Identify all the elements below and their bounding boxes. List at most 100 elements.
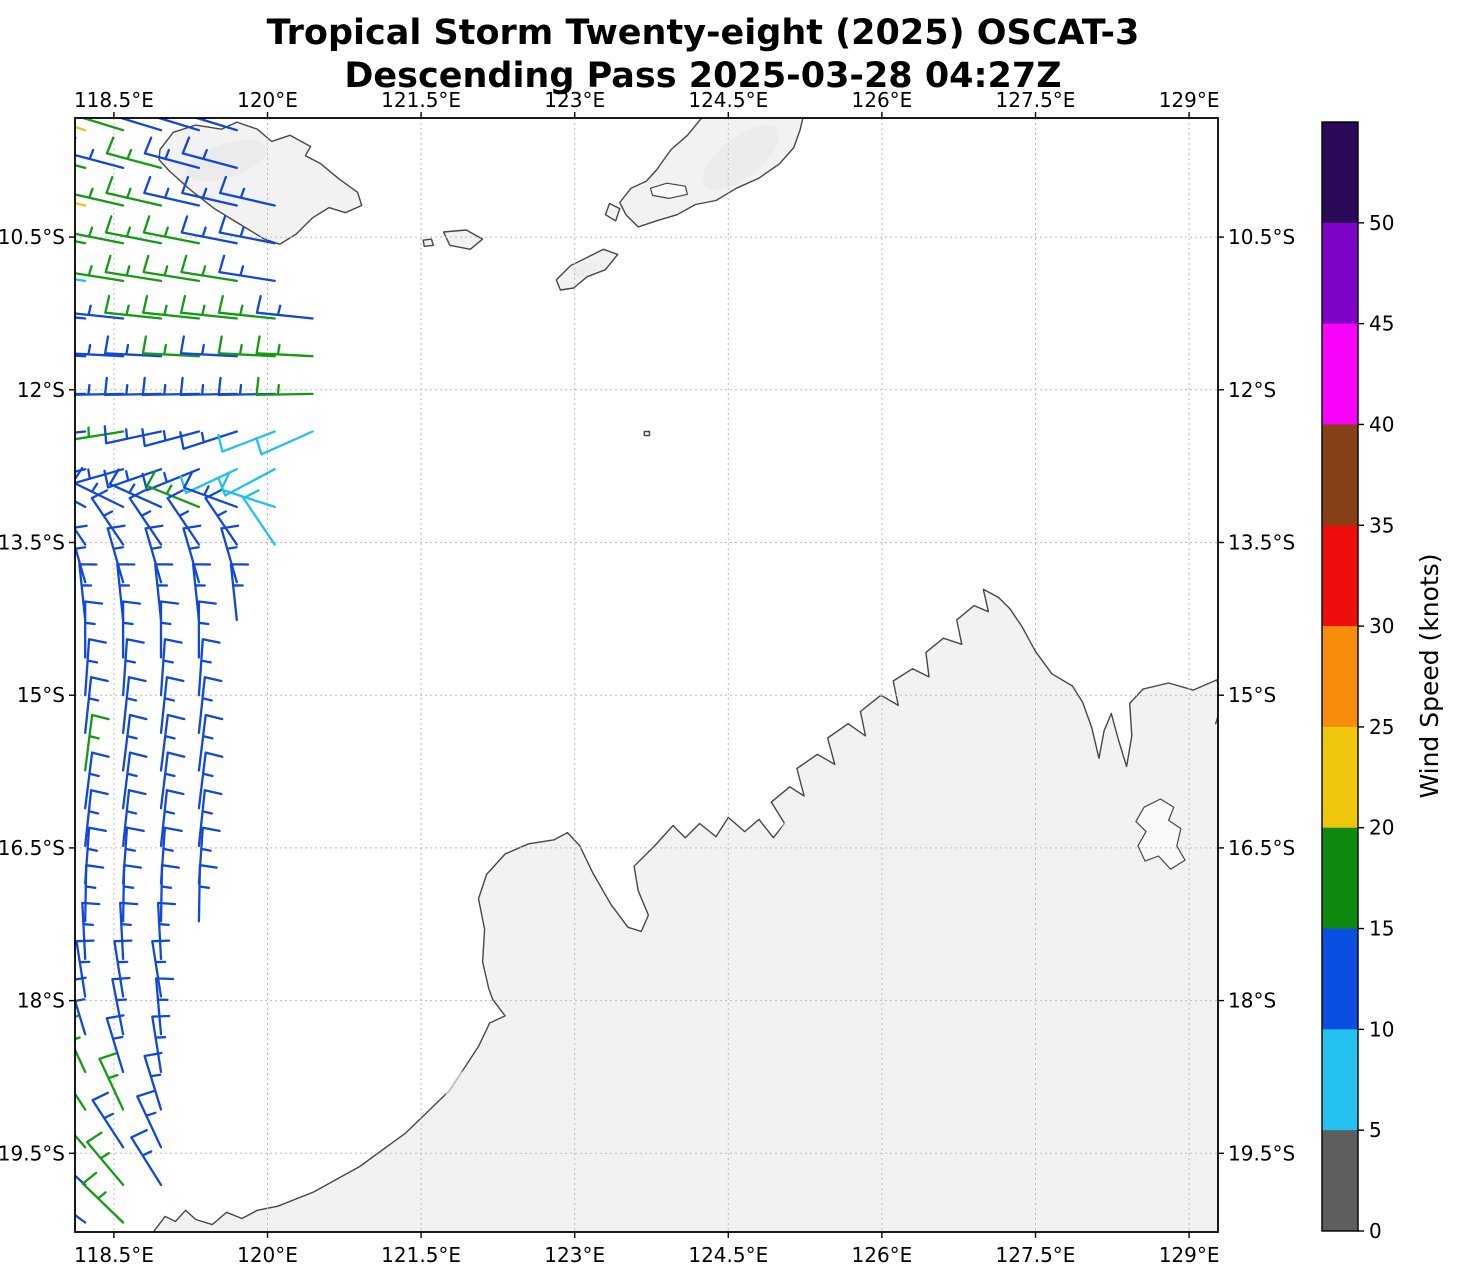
wind-barb <box>156 901 177 961</box>
kupang-bay-outline <box>649 182 688 199</box>
colorbar-tick-label: 25 <box>1369 715 1394 739</box>
wind-barb <box>218 175 276 207</box>
wind-barb <box>113 939 133 998</box>
wind-barb <box>105 1014 125 1074</box>
y-tick-label-right: 10.5°S <box>1228 225 1295 249</box>
wind-barb <box>84 751 110 810</box>
wind-barb <box>128 489 163 546</box>
wind-barb <box>84 789 109 848</box>
wind-barb <box>255 376 314 397</box>
wind-barb <box>84 864 105 923</box>
wind-barb <box>75 468 87 473</box>
wind-barb <box>75 1133 87 1149</box>
wind-barb <box>75 343 125 358</box>
wind-barb <box>81 901 101 961</box>
wind-barb <box>143 1051 163 1111</box>
y-tick-label-left: 12°S <box>17 378 65 402</box>
x-tick-label-top: 126°E <box>852 88 913 112</box>
wind-barb <box>166 489 201 546</box>
x-tick-label-top: 124.5°E <box>688 88 768 112</box>
wind-barb <box>121 826 145 885</box>
colorbar-band <box>1322 525 1358 627</box>
y-tick-label-right: 18°S <box>1228 989 1276 1013</box>
wind-barb <box>197 713 224 772</box>
x-tick-label-top: 121.5°E <box>381 88 461 112</box>
wind-barb <box>197 600 217 659</box>
terrain-shading <box>1038 981 1218 1142</box>
wind-barb <box>75 1075 87 1111</box>
wind-barb <box>103 376 163 397</box>
wind-barb <box>75 426 125 441</box>
wind-barb <box>180 254 238 283</box>
wind-barb <box>242 489 276 546</box>
colorbar-tick-label: 45 <box>1369 312 1394 336</box>
island-sumba <box>158 121 363 245</box>
x-tick-label-top: 120°E <box>237 88 298 112</box>
coastline-mainland-australia <box>152 588 1218 1232</box>
wind-barb <box>75 468 125 485</box>
wind-barb <box>85 1131 125 1187</box>
land-layer <box>152 118 1218 1232</box>
wind-barb <box>197 638 221 697</box>
y-tick-label-left: 15°S <box>17 683 65 707</box>
axis-ticks-and-labels: 118.5°E 118.5°E 120°E 120°E 121.5°E 121.5°E 12… <box>0 88 1295 1264</box>
wind-barb <box>159 789 185 848</box>
colorbar-title: Wind Speed (knots) <box>1415 553 1444 798</box>
wind-barb <box>121 713 148 772</box>
wind-barb <box>121 600 142 659</box>
wind-barb <box>159 826 183 885</box>
wind-barb <box>197 864 218 923</box>
wind-barb <box>81 1171 125 1224</box>
y-tick-label-left: 13.5°S <box>0 531 65 555</box>
wind-barb <box>220 473 276 509</box>
wind-barb <box>75 500 87 509</box>
wind-barb <box>75 136 125 170</box>
colorbar-tick-label: 40 <box>1369 412 1394 436</box>
wind-barb <box>143 136 201 170</box>
wind-barb <box>75 176 125 207</box>
wind-barb <box>255 294 314 320</box>
wind-barb <box>179 376 238 397</box>
wind-barb <box>159 638 183 697</box>
wind-barb <box>75 304 125 320</box>
plot-frame <box>74 117 1219 1233</box>
wind-barb <box>75 201 87 207</box>
wind-barb <box>103 425 163 445</box>
wind-barb <box>75 316 87 320</box>
wind-barb <box>218 254 276 283</box>
colorbar-band <box>1322 827 1358 930</box>
wind-barb <box>141 428 201 448</box>
colorbar-tick-label: 35 <box>1369 513 1394 537</box>
wind-barb <box>90 489 125 546</box>
y-tick-label-right: 13.5°S <box>1228 531 1295 555</box>
wind-barb <box>121 638 145 697</box>
wind-barb <box>84 713 110 772</box>
y-tick-label-right: 15°S <box>1228 683 1276 707</box>
wind-barb <box>84 600 104 659</box>
x-tick-label-bottom: 127.5°E <box>996 1243 1076 1264</box>
wind-barb <box>255 335 314 358</box>
y-tick-label-left: 18°S <box>17 989 65 1013</box>
colorbar-band <box>1322 122 1358 224</box>
x-tick-label-top: 118.5°E <box>74 88 154 112</box>
wind-barb <box>75 939 95 998</box>
terrain-shading <box>186 140 267 182</box>
wind-barb <box>217 376 276 397</box>
wind-barb <box>179 430 238 450</box>
x-tick-label-bottom: 123°E <box>544 1243 605 1264</box>
wind-barb <box>159 864 180 923</box>
wind-barb <box>111 976 131 1036</box>
x-tick-label-bottom: 120°E <box>237 1243 298 1264</box>
wind-barb <box>75 265 125 283</box>
colorbar-tick-label: 5 <box>1369 1118 1382 1142</box>
colorbar-frame <box>1321 121 1359 1232</box>
colorbar-band <box>1322 424 1358 526</box>
terrain-shading <box>444 1040 705 1165</box>
wind-barb <box>143 175 201 207</box>
wind-barb <box>255 430 314 456</box>
wind-barb <box>220 524 240 584</box>
chart-title-line2: Descending Pass 2025-03-28 04:27Z <box>344 56 1061 96</box>
wind-barb-layer <box>75 118 314 1224</box>
chart-title-line1: Tropical Storm Twenty-eight (2025) OSCAT… <box>267 13 1140 53</box>
